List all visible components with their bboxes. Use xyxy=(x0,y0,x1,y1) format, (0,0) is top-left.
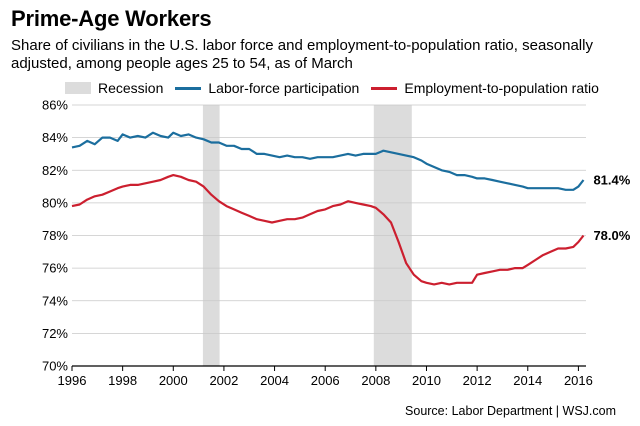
legend-label-recession: Recession xyxy=(98,80,164,96)
y-tick-label: 72% xyxy=(42,326,68,341)
x-tick-label: 2008 xyxy=(361,373,390,388)
series-line-0 xyxy=(71,131,585,191)
y-tick-label: 74% xyxy=(42,293,68,308)
chart-subtitle: Share of civilians in the U.S. labor for… xyxy=(11,37,593,72)
legend-swatch-participation xyxy=(175,86,202,90)
y-tick-label: 76% xyxy=(42,261,68,276)
legend-label-participation: Labor-force participation xyxy=(208,80,360,96)
legend-item-participation: Labor-force participation xyxy=(175,80,359,96)
y-tick-label: 70% xyxy=(42,359,68,374)
chart-title: Prime-Age Workers xyxy=(11,6,212,31)
x-tick-label: 2012 xyxy=(463,373,492,388)
x-tick-label: 1998 xyxy=(108,373,137,388)
legend-swatch-employment xyxy=(371,86,398,90)
x-tick-label: 2010 xyxy=(412,373,441,388)
x-tick-label: 2004 xyxy=(260,373,289,388)
x-tick-label: 2014 xyxy=(513,373,542,388)
x-tick-label: 2000 xyxy=(159,373,188,388)
y-tick-label: 86% xyxy=(42,98,68,113)
legend-item-recession: Recession xyxy=(65,80,163,96)
series-end-label-1: 78.0% xyxy=(593,228,630,243)
source-note: Source: Labor Department | WSJ.com xyxy=(405,404,616,418)
x-tick-label: 1996 xyxy=(58,373,87,388)
y-tick-label: 82% xyxy=(42,163,68,178)
legend-item-employment: Employment-to-population ratio xyxy=(371,80,599,96)
legend-label-employment: Employment-to-population ratio xyxy=(404,80,599,96)
x-tick-label: 2016 xyxy=(564,373,593,388)
y-tick-label: 84% xyxy=(42,130,68,145)
y-tick-label: 80% xyxy=(42,195,68,210)
chart-legend: Recession Labor-force participation Empl… xyxy=(65,79,611,97)
x-tick-label: 2002 xyxy=(209,373,238,388)
series-line-1 xyxy=(71,174,585,286)
x-tick-label: 2006 xyxy=(311,373,340,388)
series-end-label-0: 81.4% xyxy=(593,173,630,188)
y-tick-label: 78% xyxy=(42,228,68,243)
legend-swatch-recession xyxy=(65,82,91,94)
